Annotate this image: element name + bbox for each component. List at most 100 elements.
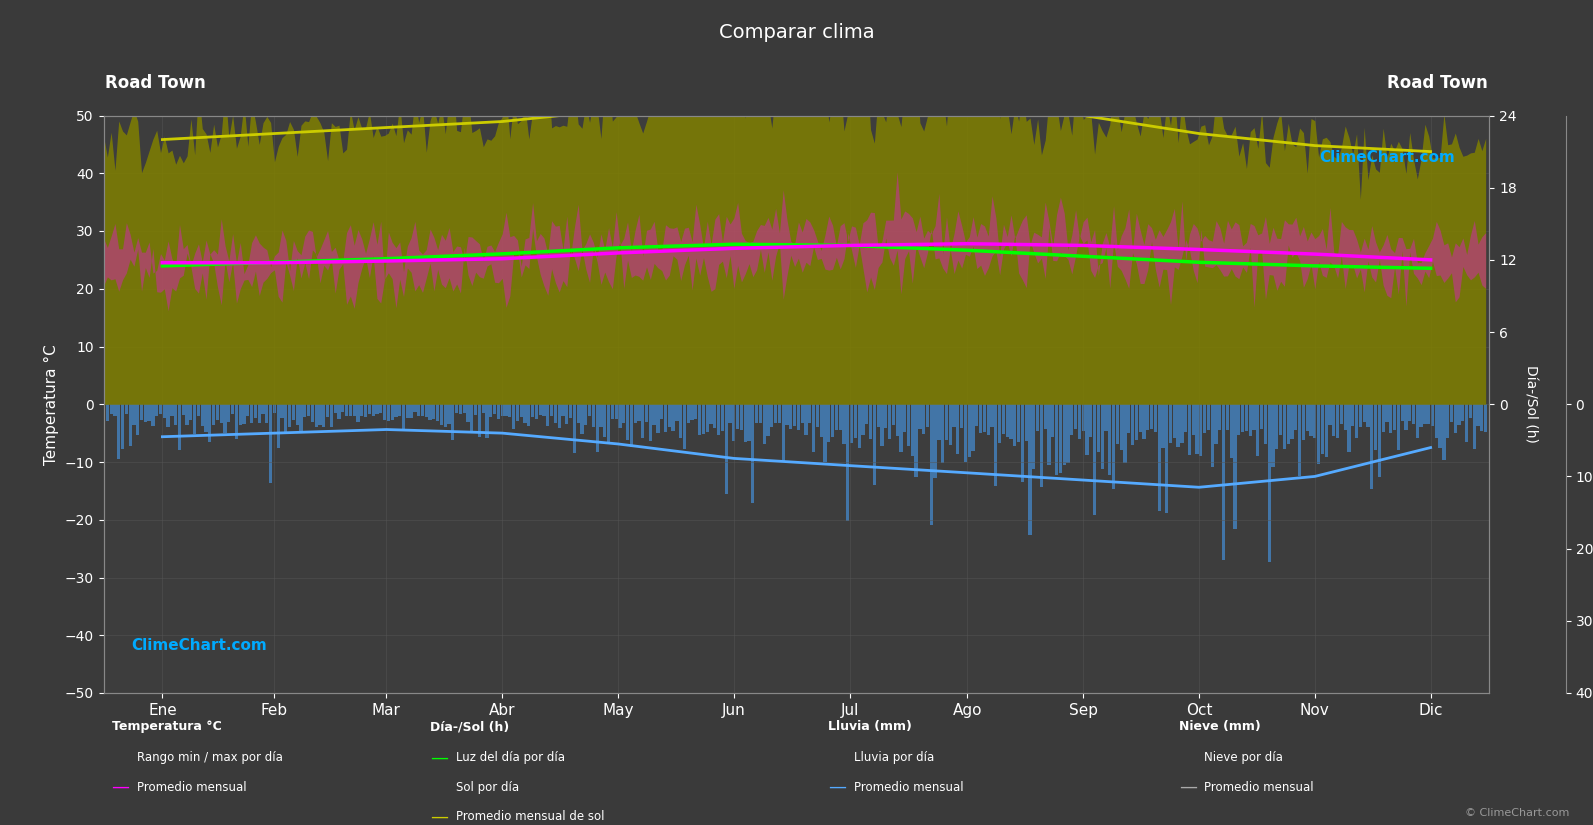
Bar [777,404,781,423]
Bar [209,404,212,442]
Bar [478,404,481,436]
Bar [492,404,497,414]
Bar [588,404,591,416]
Bar [413,404,416,412]
Y-axis label: Día-/Sol (h): Día-/Sol (h) [1525,365,1537,443]
Bar [1059,404,1063,474]
Bar [1238,404,1241,435]
Bar [409,404,413,417]
Bar [1096,404,1101,451]
Bar [1214,404,1217,444]
Bar [497,404,500,419]
Bar [519,404,523,417]
Bar [709,404,712,424]
Bar [763,404,766,444]
Bar [333,404,336,413]
Bar [937,404,940,441]
Bar [135,404,139,435]
Bar [634,404,637,422]
Bar [395,404,398,417]
Bar [182,404,185,415]
Bar [577,404,580,422]
Bar [167,404,170,427]
Bar [961,404,964,427]
Bar [824,404,827,462]
Bar [747,404,750,441]
Bar [190,404,193,420]
Bar [277,404,280,448]
Bar [1317,404,1321,464]
Bar [357,404,360,422]
Bar [675,404,679,421]
Bar [881,404,884,446]
Bar [758,404,761,423]
Bar [1109,404,1112,475]
Bar [376,404,379,414]
Bar [159,404,162,414]
Bar [956,404,959,455]
Bar [604,404,607,436]
Bar [1427,404,1431,424]
Bar [1257,404,1260,455]
Bar [736,404,739,429]
Bar [444,404,448,427]
Bar [1134,404,1137,441]
Bar [1188,404,1192,455]
Bar [827,404,830,442]
Bar [360,404,363,417]
Bar [610,404,613,419]
Bar [1359,404,1362,427]
Bar [231,404,234,413]
Bar [1472,404,1475,449]
Bar [854,404,857,438]
Bar [516,404,519,421]
Bar [486,404,489,438]
Bar [307,404,311,416]
Bar [341,404,344,412]
Bar [835,404,838,430]
Text: Lluvia por día: Lluvia por día [854,751,933,764]
Bar [475,404,478,415]
Bar [554,404,558,422]
Bar [1268,404,1271,563]
Bar [903,404,906,432]
Bar [132,404,135,425]
Bar [733,404,736,441]
Bar [660,404,663,419]
Bar [945,404,948,440]
Bar [292,404,295,421]
Bar [1263,404,1266,444]
Bar [785,404,789,426]
Y-axis label: Temperatura °C: Temperatura °C [45,344,59,464]
Bar [812,404,816,452]
Bar [1343,404,1346,430]
Bar [242,404,245,424]
Bar [1161,404,1164,448]
Bar [991,404,994,427]
Bar [972,404,975,451]
Bar [319,404,322,426]
Bar [664,404,667,432]
Bar [1276,404,1279,450]
Bar [1461,404,1464,422]
Bar [1309,404,1313,436]
Bar [546,404,550,427]
Bar [626,404,629,441]
Bar [793,404,796,427]
Bar [926,404,929,427]
Bar [535,404,538,419]
Text: Día-/Sol (h): Día-/Sol (h) [430,720,510,733]
Bar [679,404,682,439]
Bar [272,404,276,413]
Text: © ClimeChart.com: © ClimeChart.com [1464,808,1569,818]
Bar [143,404,147,422]
Text: ClimeChart.com: ClimeChart.com [1319,150,1454,165]
Bar [1431,404,1434,426]
Bar [349,404,352,416]
Bar [607,404,610,442]
Bar [280,404,284,417]
Bar [1055,404,1058,475]
Bar [1332,404,1335,436]
Text: Nieve por día: Nieve por día [1204,751,1284,764]
Text: ClimeChart.com: ClimeChart.com [131,638,268,653]
